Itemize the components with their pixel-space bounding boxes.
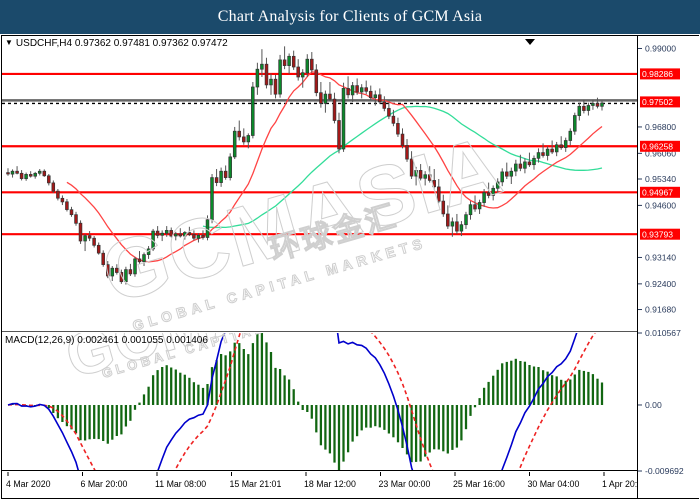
time-label-4: 18 Mar 12:00	[304, 479, 356, 489]
chevron-down-icon[interactable]: ▼	[5, 38, 13, 47]
time-label-6: 25 Mar 16:00	[453, 479, 505, 489]
price-tick-5: 0.93140	[645, 253, 676, 263]
symbol-ohlc-label: USDCHF,H4 0.97362 0.97481 0.97362 0.9747…	[15, 38, 228, 49]
page-title: Chart Analysis for Clients of GCM Asia	[217, 8, 483, 25]
price-svg	[2, 46, 637, 285]
macd-header: MACD(12,26,9) 0.002461 0.001055 0.001406	[5, 335, 208, 346]
macd-tick-1: 0.00	[645, 400, 662, 410]
current-price-label: 0.97502	[642, 97, 673, 107]
level-label-2-bg	[640, 186, 680, 198]
title-bar: Chart Analysis for Clients of GCM Asia	[0, 0, 700, 34]
time-label-7: 30 Mar 04:00	[528, 479, 580, 489]
time-label-3: 15 Mar 21:01	[230, 479, 282, 489]
price-tick-1: 0.96800	[645, 122, 676, 132]
level-label-0-bg	[640, 68, 680, 80]
level-label-3-bg	[640, 228, 680, 240]
ma-slow	[202, 105, 603, 229]
time-label-0: 4 Mar 2020	[6, 479, 51, 489]
time-label-8: 1 Apr 20:00	[602, 479, 647, 489]
macd-tick-2: -0.009692	[645, 466, 684, 476]
time-label-1: 6 Mar 20:00	[81, 479, 128, 489]
macd-histogram	[11, 333, 604, 470]
price-chart-pane[interactable]: GCMASIA 环球金汇 GLOBAL CAPITAL MARKETS ▼ USD…	[2, 36, 637, 332]
price-tick-3: 0.95340	[645, 174, 676, 184]
price-tick-4: 0.94600	[645, 201, 676, 211]
level-label-0: 0.98286	[642, 69, 673, 79]
level-label-1: 0.96258	[642, 142, 673, 152]
candle-series	[6, 46, 604, 285]
macd-svg	[7, 333, 604, 470]
time-label-2: 11 Mar 08:00	[155, 479, 206, 489]
symbol-header: ▼ USDCHF,H4 0.97362 0.97481 0.97362 0.974…	[5, 38, 228, 49]
ma-fast	[66, 71, 603, 263]
price-tick-6: 0.92400	[645, 279, 676, 289]
time-label-5: 23 Mar 00:00	[379, 479, 431, 489]
macd-signal-line	[7, 333, 596, 470]
price-tick-7: 0.91680	[645, 305, 676, 315]
level-label-2: 0.94967	[642, 188, 673, 198]
price-tick-2: 0.96060	[645, 149, 676, 159]
time-axis: 4 Mar 2020 6 Mar 20:00 11 Mar 08:00 15 Mar …	[2, 472, 700, 498]
chart-frame: GCMASIA 环球金汇 GLOBAL CAPITAL MARKETS ▼ USD…	[1, 35, 699, 499]
level-label-1-bg	[640, 140, 680, 152]
down-triangle-marker	[525, 39, 535, 45]
current-price-label-bg	[640, 96, 680, 108]
macd-tick-0: 0.010567	[645, 328, 681, 338]
level-label-3: 0.93793	[642, 230, 673, 240]
price-tick-0: 0.99000	[645, 44, 676, 54]
macd-line	[7, 333, 578, 470]
macd-pane[interactable]: GCMASIA GLOBAL CAPITAL MARKETS MACD(12,2…	[2, 333, 637, 471]
price-axis[interactable]: 0.99000 0.96800 0.96060 0.95340 0.94600 0.931…	[637, 36, 699, 498]
